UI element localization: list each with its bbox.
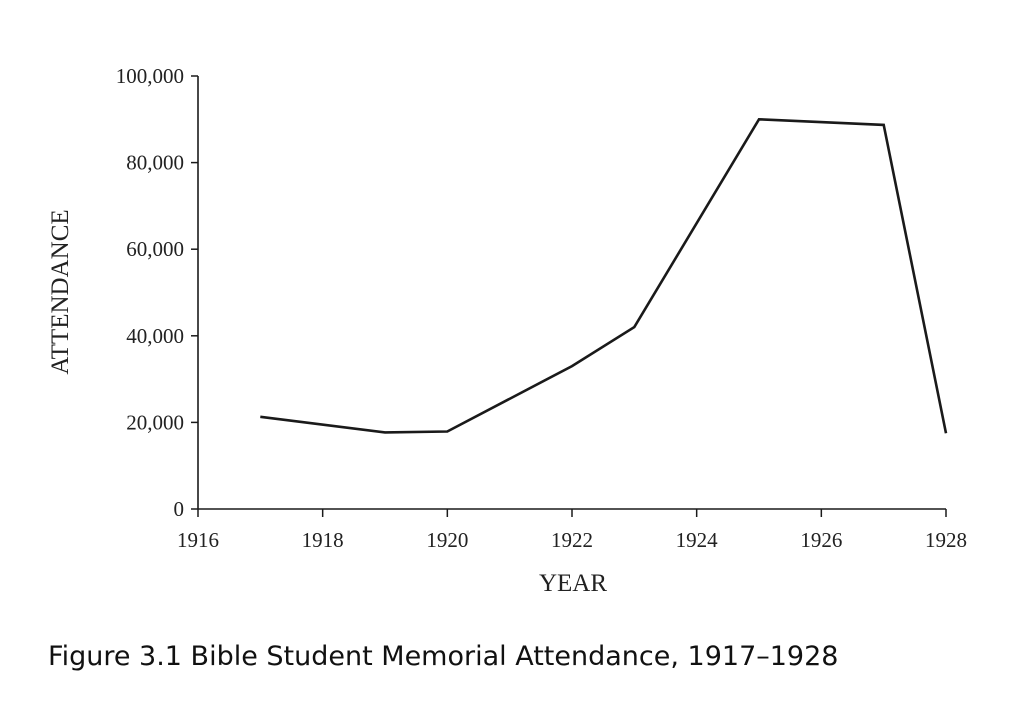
y-tick-label: 100,000 — [116, 64, 184, 88]
y-axis-title: ATTENDANCE — [47, 209, 74, 374]
y-tick-label: 20,000 — [126, 410, 184, 434]
x-tick-label: 1926 — [800, 528, 842, 552]
y-tick-label: 0 — [174, 497, 185, 521]
x-tick-label: 1928 — [925, 528, 967, 552]
chart-ticks: 0 20,000 40,000 60,000 80,000 100,000 1916 1918… — [116, 64, 967, 552]
x-tick-label: 1918 — [302, 528, 344, 552]
x-tick-label: 1924 — [676, 528, 719, 552]
x-axis-title: YEAR — [539, 570, 607, 597]
chart-plot-area — [260, 117, 948, 434]
y-tick-label: 40,000 — [126, 324, 184, 348]
chart-axes — [197, 76, 946, 510]
y-tick-label: 60,000 — [126, 237, 184, 261]
x-tick-label: 1922 — [551, 528, 593, 552]
figure-caption: Figure 3.1 Bible Student Memorial Attend… — [48, 641, 839, 672]
x-tick-label: 1916 — [177, 528, 219, 552]
line-chart: 0 20,000 40,000 60,000 80,000 100,000 1916 1918… — [47, 64, 967, 597]
x-tick-label: 1920 — [426, 528, 468, 552]
y-tick-label: 80,000 — [126, 151, 184, 175]
series-line — [260, 117, 948, 434]
